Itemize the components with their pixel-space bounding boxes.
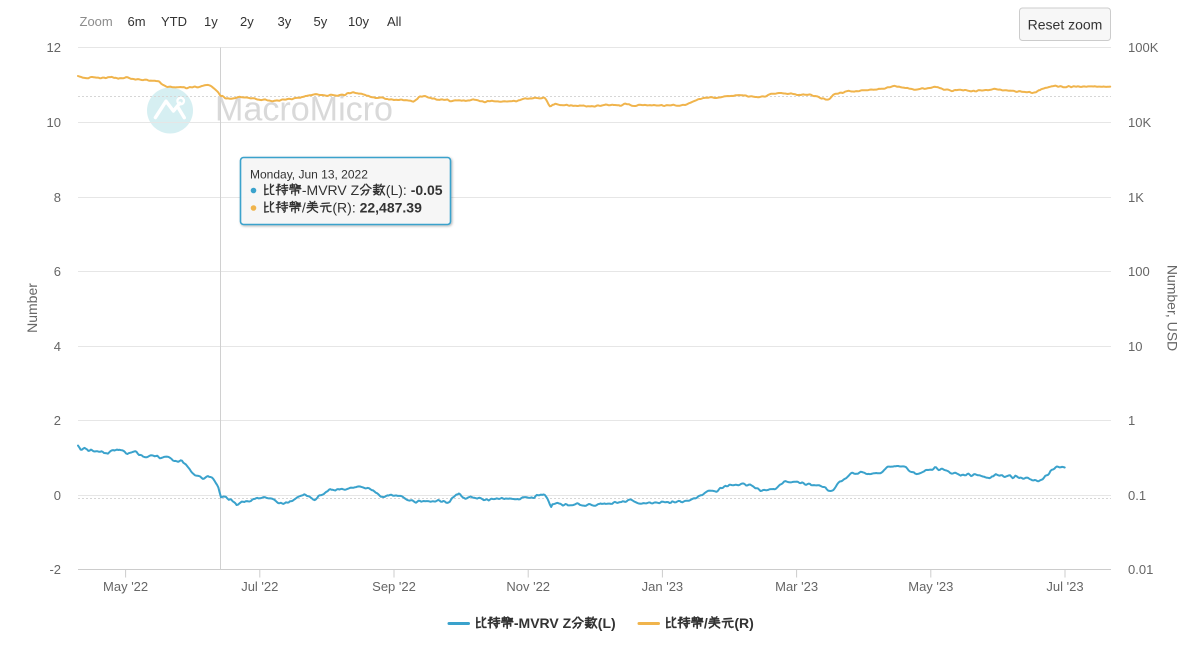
svg-text:12: 12	[47, 40, 61, 55]
svg-text:Number, USD: Number, USD	[1165, 265, 1181, 351]
svg-text:6m: 6m	[128, 14, 146, 29]
svg-text:10: 10	[1128, 339, 1142, 354]
svg-text:Number: Number	[24, 283, 40, 333]
svg-text:Mar '23: Mar '23	[775, 579, 818, 594]
svg-text:(R): (R)	[734, 615, 753, 631]
svg-text:All: All	[387, 14, 402, 29]
svg-text:Jan '23: Jan '23	[642, 579, 684, 594]
svg-text:3y: 3y	[278, 14, 292, 29]
svg-text:4: 4	[54, 339, 61, 354]
svg-text:100K: 100K	[1128, 40, 1159, 55]
svg-text:100: 100	[1128, 264, 1150, 279]
svg-text:-MVRV Z: -MVRV Z	[302, 182, 360, 198]
svg-text:Jul '22: Jul '22	[241, 579, 278, 594]
svg-text:Sep '22: Sep '22	[372, 579, 416, 594]
svg-text:2: 2	[54, 413, 61, 428]
svg-text:(R):: (R):	[332, 200, 355, 216]
svg-text:May '22: May '22	[103, 579, 148, 594]
svg-text:0.01: 0.01	[1128, 562, 1153, 577]
svg-text:/: /	[704, 615, 708, 631]
svg-text:May '23: May '23	[908, 579, 953, 594]
svg-text:0: 0	[54, 488, 61, 503]
svg-text:8: 8	[54, 190, 61, 205]
svg-text:10K: 10K	[1128, 115, 1151, 130]
svg-text:Monday, Jun 13, 2022: Monday, Jun 13, 2022	[250, 168, 368, 182]
svg-text:1y: 1y	[204, 14, 218, 29]
svg-text:-MVRV Z: -MVRV Z	[514, 615, 572, 631]
svg-text:10: 10	[47, 115, 61, 130]
svg-text:Reset zoom: Reset zoom	[1028, 17, 1103, 33]
svg-text:6: 6	[54, 264, 61, 279]
svg-text:5y: 5y	[314, 14, 328, 29]
svg-text:Zoom: Zoom	[80, 14, 113, 29]
svg-text:22,487.39: 22,487.39	[360, 200, 422, 216]
svg-text:Jul '23: Jul '23	[1046, 579, 1083, 594]
svg-text:(L):: (L):	[386, 182, 407, 198]
svg-text:-2: -2	[49, 562, 61, 577]
svg-text:10y: 10y	[348, 14, 369, 29]
svg-text:0.1: 0.1	[1128, 488, 1146, 503]
svg-text:1: 1	[1128, 413, 1135, 428]
svg-text:(L): (L)	[598, 615, 616, 631]
svg-text:-0.05: -0.05	[411, 182, 443, 198]
svg-text:/: /	[302, 200, 306, 216]
svg-text:2y: 2y	[240, 14, 254, 29]
svg-text:1K: 1K	[1128, 190, 1144, 205]
svg-text:YTD: YTD	[161, 14, 187, 29]
svg-text:Nov '22: Nov '22	[506, 579, 550, 594]
